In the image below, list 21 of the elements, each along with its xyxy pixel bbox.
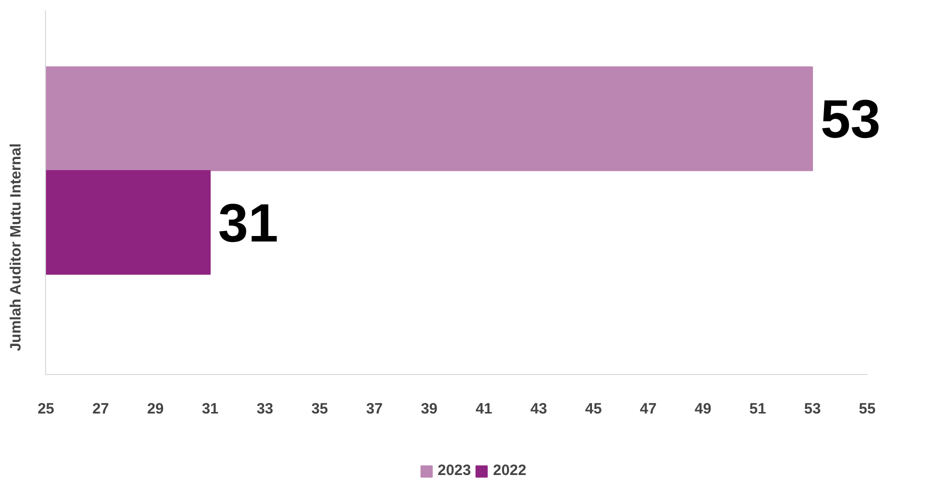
x-tick-label: 43 <box>530 400 548 418</box>
data-label: 31 <box>218 193 278 254</box>
x-tick-label: 51 <box>749 400 766 418</box>
x-tick-label: 25 <box>38 400 54 418</box>
x-tick-label: 53 <box>804 400 821 418</box>
x-tick-label: 31 <box>202 400 219 418</box>
x-tick-label: 55 <box>858 400 876 418</box>
x-tick-label: 49 <box>694 400 712 418</box>
x-tick-label: 47 <box>640 400 657 418</box>
y-axis-title: Jumlah Auditor Mutu Internal <box>8 143 24 352</box>
legend-label: 2022 <box>493 462 526 479</box>
x-tick-label: 37 <box>366 400 383 418</box>
x-tick-label: 33 <box>256 400 274 418</box>
x-tick-label: 35 <box>311 400 328 418</box>
data-label: 53 <box>820 90 881 150</box>
x-tick-label: 27 <box>92 400 110 418</box>
x-tick-label: 39 <box>420 400 438 418</box>
legend-label: 2023 <box>438 462 471 479</box>
x-tick-label: 29 <box>147 400 164 418</box>
x-tick-label: 41 <box>476 400 492 418</box>
x-tick-label: 45 <box>585 400 602 418</box>
